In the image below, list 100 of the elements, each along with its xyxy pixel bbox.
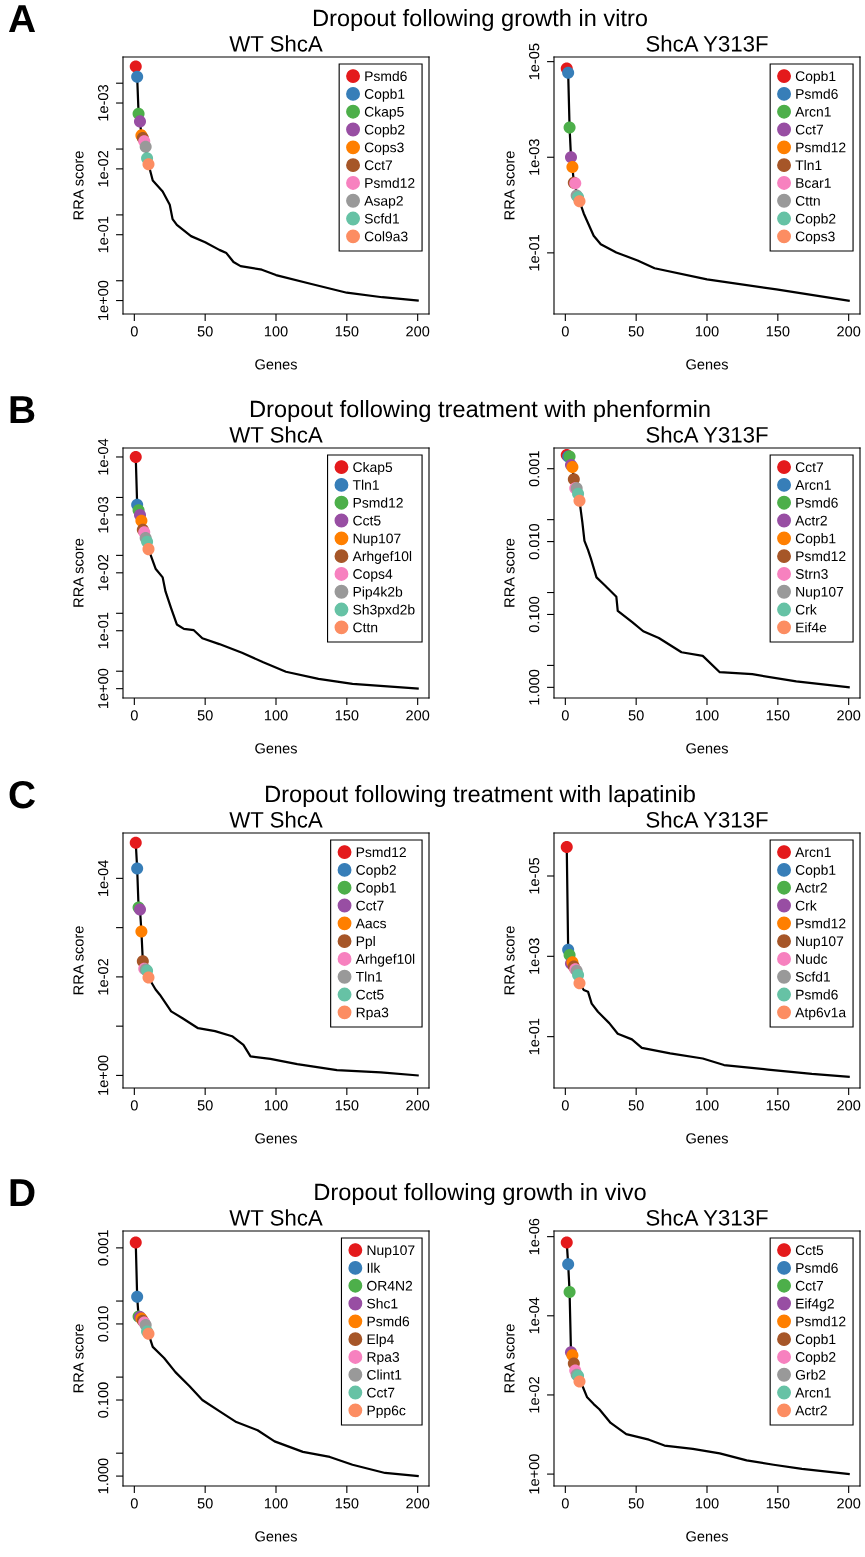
y-tick-label: 1e-01 xyxy=(528,1018,540,1055)
x-tick-label: 0 xyxy=(130,1498,138,1509)
point xyxy=(142,971,155,984)
point xyxy=(573,977,586,990)
text: A xyxy=(8,5,36,33)
x-axis-title: Genes xyxy=(686,743,728,754)
legend-label: Copb1 xyxy=(795,70,836,84)
text: B xyxy=(10,396,35,424)
x-tick-label: 0 xyxy=(561,710,569,721)
legend-label: Asap2 xyxy=(364,195,403,209)
legend-label: Atp6v1a xyxy=(795,1007,847,1021)
legend-label: Sh3pxd2b xyxy=(353,604,415,618)
text: D xyxy=(10,1179,35,1207)
y-tick-label: 1e+00 xyxy=(97,668,109,709)
legend-label: Arhgef10l xyxy=(355,953,415,967)
x-tick-label: 50 xyxy=(197,326,213,337)
y-axis-title: RRA score xyxy=(504,1324,515,1393)
legend-label: Cttn xyxy=(795,195,820,206)
y-tick-label: 1e-05 xyxy=(528,857,540,894)
legend-label: Aacs xyxy=(355,918,387,929)
x-axis-title: Genes xyxy=(255,1133,297,1144)
legend-label: Actr2 xyxy=(795,515,827,526)
x-tick-label: 50 xyxy=(197,1498,213,1509)
y-axis-title: RRA score xyxy=(73,151,84,220)
y-tick-label: 1e-04 xyxy=(97,860,109,896)
y-tick-label: 1e-03 xyxy=(97,496,109,533)
y-tick-label: 1e-05 xyxy=(528,43,540,80)
y-tick-label: 1e-02 xyxy=(97,554,109,591)
chart-title: ShcA Y313F xyxy=(646,1209,768,1226)
legend-label: Col9a3 xyxy=(364,231,408,242)
text: Dropout following treatment with lapatinib xyxy=(266,784,695,808)
legend-label: Psmd12 xyxy=(796,1316,846,1327)
x-tick-label: 50 xyxy=(628,1498,644,1509)
y-tick-label: 1e-03 xyxy=(528,139,540,175)
x-tick-label: 100 xyxy=(695,1498,719,1509)
y-tick-label: 1e-01 xyxy=(97,612,109,649)
y-tick-label: 1e-02 xyxy=(97,150,109,187)
legend-label: Strn3 xyxy=(795,569,828,579)
text: Dropout following growth in vitro xyxy=(313,9,647,31)
y-tick-label: 1e-04 xyxy=(97,438,109,475)
legend-label: Nup107 xyxy=(367,1245,415,1258)
legend-label: Psmd12 xyxy=(796,142,846,153)
legend-label: Psmd12 xyxy=(796,918,846,929)
legend-label: Nup107 xyxy=(353,533,401,547)
legend-label: Psmd12 xyxy=(356,846,406,858)
point xyxy=(560,1236,573,1249)
point xyxy=(573,494,586,507)
y-axis-title: RRA score xyxy=(73,538,84,607)
y-tick-label: 1e-03 xyxy=(97,85,109,121)
y-tick-label: 1e-02 xyxy=(528,1377,540,1413)
chart-title: ShcA Y313F xyxy=(646,811,768,828)
point xyxy=(573,195,586,208)
text: Dropout following growth in vivo xyxy=(315,1182,646,1206)
x-tick-label: 0 xyxy=(561,326,569,337)
legend-label: Cct7 xyxy=(795,462,824,473)
y-tick-label: 0.100 xyxy=(97,1382,109,1418)
x-tick-label: 200 xyxy=(837,1100,861,1111)
x-axis-title: Genes xyxy=(686,1133,728,1144)
legend-label: Ckap5 xyxy=(364,106,404,120)
point xyxy=(566,160,579,174)
legend-label: Shc1 xyxy=(367,1298,398,1309)
y-tick-label: 1.000 xyxy=(528,669,540,705)
legend-label: Ppp6c xyxy=(367,1405,406,1419)
point xyxy=(573,1375,586,1388)
legend-label: Tln1 xyxy=(352,479,379,490)
legend-label: Arcn1 xyxy=(795,847,831,858)
point xyxy=(129,60,142,73)
legend-label: Cops4 xyxy=(353,569,393,582)
legend-label: Arcn1 xyxy=(795,480,831,490)
legend-label: Rpa3 xyxy=(367,1352,400,1365)
y-tick-label: 1e+00 xyxy=(528,1454,540,1494)
chart-title: ShcA Y313F xyxy=(646,426,768,443)
legend-label: Grb2 xyxy=(795,1369,826,1380)
legend-label: Pip4k2b xyxy=(353,586,403,600)
legend-label: Clint1 xyxy=(367,1369,402,1380)
legend-label: Copb2 xyxy=(356,864,396,878)
chart-title: WT ShcA xyxy=(229,1209,323,1226)
x-tick-label: 200 xyxy=(406,1498,430,1509)
legend-label: Psmd6 xyxy=(365,70,407,82)
x-axis-title: Genes xyxy=(686,359,728,370)
point xyxy=(131,862,144,875)
legend-label: OR4N2 xyxy=(367,1280,413,1291)
legend-label: Ppl xyxy=(356,935,375,949)
legend-label: Nup107 xyxy=(796,586,844,600)
x-tick-label: 50 xyxy=(628,710,644,721)
point xyxy=(563,121,576,134)
legend-label: Bcar1 xyxy=(796,178,831,188)
point xyxy=(131,70,144,83)
chart-title: WT ShcA xyxy=(229,35,323,52)
legend-label: Psmd6 xyxy=(796,989,838,1000)
legend-label: Crk xyxy=(795,900,817,911)
legend-label: Cct7 xyxy=(364,160,393,171)
legend-label: Elp4 xyxy=(367,1333,394,1347)
x-tick-label: 100 xyxy=(695,710,719,721)
x-tick-label: 100 xyxy=(695,326,719,337)
x-tick-label: 100 xyxy=(264,326,288,337)
legend-label: Copb1 xyxy=(364,88,405,102)
chart-title: WT ShcA xyxy=(229,811,323,828)
legend-label: Tln1 xyxy=(355,971,382,982)
point xyxy=(129,836,142,849)
